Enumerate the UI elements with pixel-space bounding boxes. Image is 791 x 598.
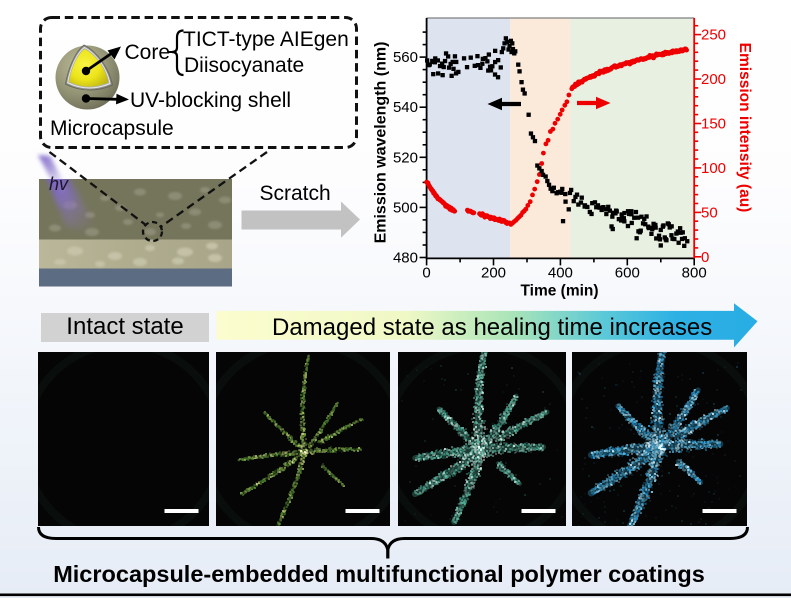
svg-text:150: 150	[701, 116, 726, 133]
svg-text:540: 540	[393, 99, 418, 116]
svg-text:200: 200	[481, 264, 506, 281]
svg-text:200: 200	[701, 71, 726, 88]
svg-text:560: 560	[393, 49, 418, 66]
svg-text:Time (min): Time (min)	[520, 283, 598, 300]
svg-text:600: 600	[615, 264, 640, 281]
svg-text:50: 50	[701, 204, 718, 221]
svg-text:Emission intensity (au): Emission intensity (au)	[736, 43, 753, 213]
svg-text:480: 480	[393, 250, 418, 267]
svg-text:0: 0	[701, 249, 709, 266]
svg-text:250: 250	[701, 27, 726, 44]
svg-text:800: 800	[682, 264, 707, 281]
svg-text:0: 0	[422, 264, 430, 281]
svg-text:100: 100	[701, 160, 726, 177]
svg-text:500: 500	[393, 199, 418, 216]
svg-text:Emission wavelength (nm): Emission wavelength (nm)	[373, 42, 390, 244]
svg-text:520: 520	[393, 149, 418, 166]
svg-text:400: 400	[548, 264, 573, 281]
